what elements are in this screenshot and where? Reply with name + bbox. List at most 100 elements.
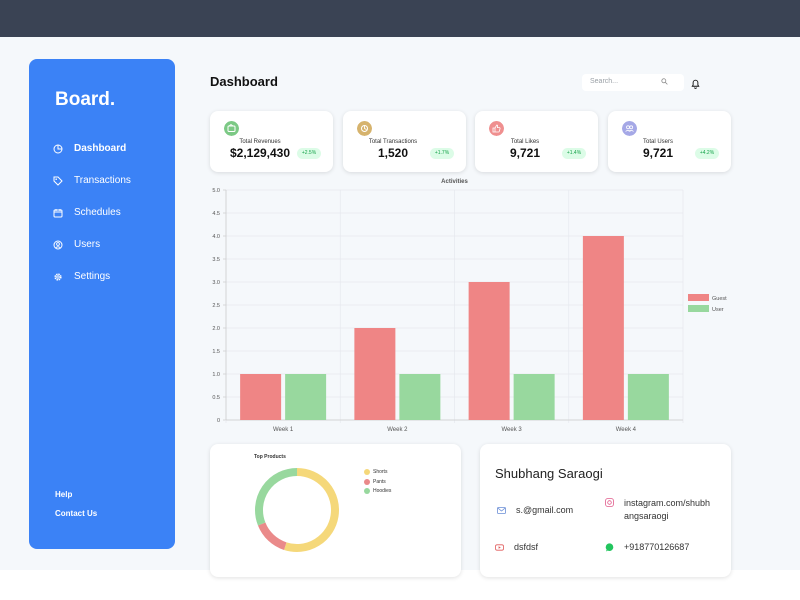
sidebar: Board. Dashboard Transactions Schedules … — [29, 59, 175, 549]
profile-youtube[interactable]: dsfdsf — [495, 542, 590, 552]
x-tick-label: Week 2 — [387, 427, 408, 433]
legend-swatch-guest — [688, 294, 709, 301]
email-icon — [497, 507, 506, 514]
legend-label-guest: Guest — [712, 296, 727, 302]
instagram-text: instagram.com/shubhangsaraogi — [624, 498, 711, 521]
bar-guest-4 — [582, 236, 624, 420]
y-tick-label: 4.0 — [212, 234, 220, 240]
chart-title: Activities — [441, 179, 468, 185]
stat-value: 9,721 — [642, 146, 674, 160]
top-products-panel: Top Products Shorts Pants Hoodies — [210, 444, 461, 577]
y-tick-label: 1.0 — [212, 372, 220, 378]
youtube-icon — [495, 544, 504, 551]
sidebar-item-label: Settings — [74, 271, 111, 282]
legend-label: Shorts — [373, 469, 388, 475]
gear-icon — [54, 272, 62, 281]
sidebar-item-dashboard[interactable]: Dashboard — [53, 143, 126, 154]
stat-label: Total Likes — [510, 139, 540, 145]
bar-user-4 — [627, 374, 669, 420]
stat-change-badge: +1.7% — [430, 148, 454, 159]
sidebar-item-label: Transactions — [74, 175, 131, 186]
stat-change-badge: +1.4% — [562, 148, 586, 159]
search-input[interactable]: Search... — [582, 74, 684, 91]
bar-user-3 — [513, 374, 555, 420]
contact-us-link[interactable]: Contact Us — [55, 509, 98, 518]
legend-item-shorts[interactable]: Shorts — [364, 469, 387, 475]
legend-swatch — [364, 479, 370, 485]
legend-item-pants[interactable]: Pants — [364, 479, 386, 485]
wallet-icon — [224, 121, 239, 136]
x-tick-label: Week 3 — [502, 427, 523, 433]
bar-user-2 — [399, 374, 441, 420]
stat-card-likes[interactable]: Total Likes 9,721 +1.4% — [475, 111, 598, 172]
x-tick-label: Week 1 — [273, 427, 294, 433]
stat-card-transactions[interactable]: Total Transactions 1,520 +1.7% — [343, 111, 466, 172]
sidebar-item-label: Schedules — [74, 207, 121, 218]
profile-email[interactable]: s.@gmail.com — [497, 505, 592, 515]
bar-guest-3 — [468, 282, 510, 420]
donut-slice-pants[interactable] — [257, 522, 287, 550]
help-link[interactable]: Help — [55, 490, 73, 499]
youtube-text: dsfdsf — [514, 542, 539, 552]
whatsapp-icon — [605, 543, 614, 552]
y-tick-label: 4.5 — [212, 211, 220, 217]
y-tick-label: 0 — [217, 418, 220, 424]
user-icon — [53, 240, 63, 249]
users-icon — [622, 121, 637, 136]
y-tick-label: 1.5 — [212, 349, 220, 355]
donut-slice-shorts[interactable] — [284, 468, 339, 552]
sidebar-item-label: Dashboard — [74, 143, 127, 154]
phone-text: +918770126687 — [624, 542, 690, 552]
sidebar-item-schedules[interactable]: Schedules — [53, 207, 121, 218]
stat-card-revenues[interactable]: Total Revenues $2,129,430 +2.5% — [210, 111, 333, 172]
legend-label-user: User — [712, 307, 724, 313]
search-icon[interactable] — [661, 78, 668, 85]
sidebar-item-users[interactable]: Users — [53, 239, 100, 250]
thumbs-up-icon — [489, 121, 504, 136]
x-tick-label: Week 4 — [616, 427, 637, 433]
browser-top-bar — [0, 0, 800, 37]
stat-change-badge: +4.2% — [695, 148, 719, 159]
tag-icon — [53, 176, 63, 186]
stat-value: $2,129,430 — [229, 146, 291, 160]
y-tick-label: 3.0 — [212, 280, 220, 286]
stat-label: Total Transactions — [368, 139, 418, 145]
calendar-icon — [53, 208, 63, 217]
sidebar-item-label: Users — [74, 239, 101, 250]
legend-label: Pants — [373, 479, 386, 485]
email-text: s.@gmail.com — [516, 505, 574, 515]
legend-label: Hoodies — [373, 488, 392, 494]
pie-chart-icon — [53, 144, 63, 153]
y-tick-label: 5.0 — [212, 188, 220, 194]
profile-phone[interactable]: +918770126687 — [605, 542, 715, 552]
bar-user-1 — [285, 374, 327, 420]
y-tick-label: 0.5 — [212, 395, 220, 401]
profile-name: Shubhang Saraogi — [495, 466, 603, 481]
y-tick-label: 3.5 — [212, 257, 220, 263]
y-tick-label: 2.0 — [212, 326, 220, 332]
stat-value: 9,721 — [509, 146, 541, 160]
legend-swatch — [364, 469, 370, 475]
activities-chart-svg: Activities 0 0.5 1.0 1.5 2.0 2.5 3.0 3.5 4.0 4.5 5.… — [212, 179, 727, 433]
brand-logo[interactable]: Board. — [55, 89, 116, 110]
instagram-icon — [605, 498, 614, 507]
sidebar-item-transactions[interactable]: Transactions — [53, 175, 131, 186]
bar-guest-1 — [240, 374, 282, 420]
legend-item-hoodies[interactable]: Hoodies — [364, 488, 391, 494]
bar-guest-2 — [354, 328, 396, 420]
stat-card-users[interactable]: Total Users 9,721 +4.2% — [608, 111, 731, 172]
page-title: Dashboard — [210, 74, 278, 89]
stat-label: Total Revenues — [239, 139, 281, 145]
sidebar-item-settings[interactable]: Settings — [53, 271, 110, 282]
pie-chart-title: Top Products — [254, 454, 286, 460]
y-tick-label: 2.5 — [212, 303, 220, 309]
profile-instagram[interactable]: instagram.com/shubhangsaraogi — [605, 497, 715, 523]
profile-panel: Shubhang Saraogi s.@gmail.com instagram.… — [480, 444, 731, 577]
stat-label: Total Users — [642, 139, 673, 145]
activities-chart: Activities 0 0.5 1.0 1.5 2.0 2.5 3.0 3.5 4.0 4.5 5.… — [200, 176, 740, 438]
transactions-icon — [357, 121, 372, 136]
donut-slice-hoodies[interactable] — [255, 468, 298, 526]
top-products-chart-svg — [255, 468, 339, 552]
bell-icon[interactable] — [690, 78, 701, 89]
legend-swatch-user — [688, 305, 709, 312]
